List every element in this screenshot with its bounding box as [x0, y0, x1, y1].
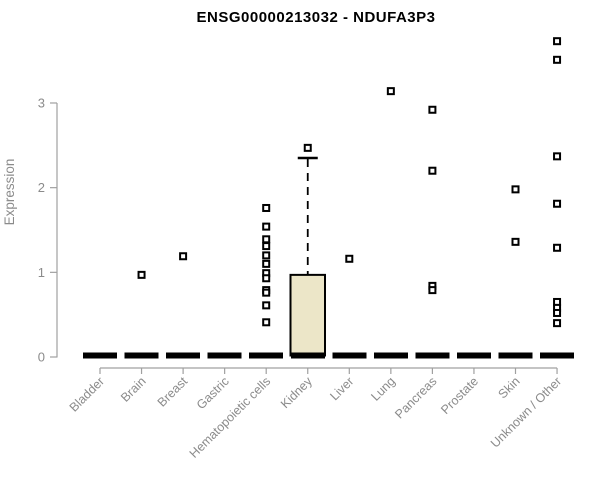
x-category-label: Breast — [155, 374, 191, 410]
median-bar — [249, 352, 284, 359]
outlier-point — [553, 308, 562, 317]
median-bar — [540, 352, 575, 359]
y-axis-label: Expression — [2, 159, 17, 226]
outlier-point — [262, 274, 271, 283]
median-bar — [498, 352, 533, 359]
box — [289, 273, 326, 357]
outlier-point — [553, 37, 562, 46]
outlier-point — [345, 254, 354, 263]
x-category-label: Skin — [496, 374, 523, 401]
outlier-point — [428, 286, 437, 295]
median-bar — [415, 352, 450, 359]
outlier-point — [137, 270, 146, 279]
outlier-point — [262, 251, 271, 260]
median-bar — [124, 352, 159, 359]
outlier-point — [262, 259, 271, 268]
outlier-point — [262, 301, 271, 310]
outlier-point — [262, 235, 271, 244]
outlier-point — [262, 242, 271, 251]
outlier-point — [262, 288, 271, 297]
median-bar — [373, 352, 408, 359]
x-category-label: Kidney — [278, 374, 315, 411]
x-category-label: Gastric — [194, 374, 232, 412]
outlier-point — [428, 105, 437, 114]
x-category-label: Bladder — [67, 374, 107, 414]
median-bar — [166, 352, 201, 359]
outlier-point — [386, 87, 395, 96]
x-category-label: Unknown / Other — [488, 374, 564, 450]
outlier-point — [262, 222, 271, 231]
chart-title: ENSG00000213032 - NDUFA3P3 — [197, 9, 436, 26]
outlier-point — [303, 143, 312, 152]
x-category-label: Hematopoietic cells — [187, 374, 274, 461]
outlier-point — [553, 55, 562, 64]
median-bar — [207, 352, 242, 359]
x-category-label: Prostate — [438, 374, 481, 417]
y-tick-label: 0 — [38, 350, 45, 365]
y-tick-label: 1 — [38, 265, 45, 280]
x-category-label: Liver — [327, 374, 356, 403]
x-category-label: Pancreas — [392, 374, 439, 421]
outlier-point — [511, 237, 520, 246]
outlier-point — [511, 185, 520, 194]
x-category-label: Lung — [368, 374, 398, 404]
outlier-point — [179, 252, 188, 261]
median-bar — [456, 352, 491, 359]
outlier-point — [553, 152, 562, 161]
outlier-point — [553, 243, 562, 252]
median-bar — [83, 352, 117, 359]
axes-layer: 0 1 2 3 Expression Bladder Brain Breast GastricH… — [2, 95, 564, 460]
data-marks-layer — [83, 37, 575, 359]
median-bar — [332, 352, 367, 359]
x-category-label: Brain — [118, 374, 149, 405]
median-bar — [290, 352, 325, 359]
outlier-point — [553, 199, 562, 208]
outlier-point — [553, 319, 562, 328]
outlier-point — [262, 318, 271, 327]
y-tick-label: 2 — [38, 180, 45, 195]
y-tick-label: 3 — [38, 95, 45, 110]
outlier-point — [262, 203, 271, 212]
outlier-point — [428, 166, 437, 175]
